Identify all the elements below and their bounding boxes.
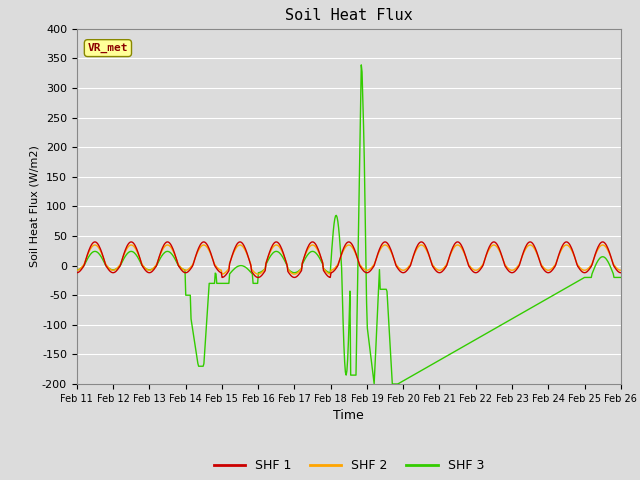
Title: Soil Heat Flux: Soil Heat Flux <box>285 9 413 24</box>
Y-axis label: Soil Heat Flux (W/m2): Soil Heat Flux (W/m2) <box>29 145 39 267</box>
X-axis label: Time: Time <box>333 409 364 422</box>
Text: VR_met: VR_met <box>88 43 128 53</box>
Legend: SHF 1, SHF 2, SHF 3: SHF 1, SHF 2, SHF 3 <box>209 454 489 477</box>
